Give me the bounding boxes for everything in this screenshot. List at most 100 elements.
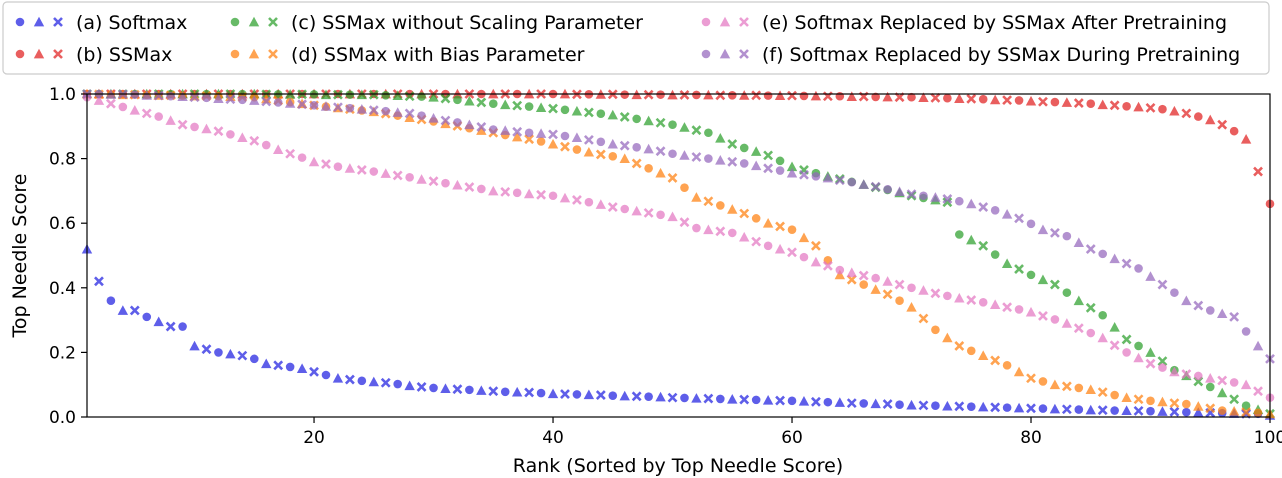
data-point bbox=[966, 402, 976, 411]
data-point bbox=[1014, 96, 1024, 105]
data-point bbox=[955, 196, 964, 206]
data-point bbox=[440, 118, 451, 129]
data-point bbox=[619, 153, 630, 164]
data-point bbox=[201, 123, 212, 134]
data-point bbox=[775, 221, 785, 232]
data-point bbox=[787, 247, 797, 258]
data-point bbox=[1037, 224, 1049, 235]
data-point bbox=[214, 348, 223, 357]
data-point bbox=[117, 305, 129, 315]
legend-marker-circle bbox=[701, 17, 711, 27]
data-point bbox=[762, 218, 774, 228]
data-point bbox=[1240, 134, 1252, 144]
data-point bbox=[1121, 392, 1132, 403]
data-point bbox=[393, 379, 402, 389]
data-point bbox=[1145, 358, 1156, 369]
data-point bbox=[823, 397, 833, 407]
legend-label: (f) Softmax Replaced by SSMax During Pre… bbox=[762, 44, 1240, 66]
data-point bbox=[249, 135, 260, 146]
data-point bbox=[1109, 340, 1120, 351]
data-point bbox=[1229, 126, 1239, 136]
data-point bbox=[822, 260, 833, 271]
data-point bbox=[691, 192, 702, 202]
data-point bbox=[548, 191, 558, 201]
data-point bbox=[488, 99, 498, 108]
data-point bbox=[727, 156, 738, 167]
data-point bbox=[655, 146, 666, 157]
data-point bbox=[1157, 406, 1168, 416]
y-tick-label: 0.0 bbox=[49, 408, 76, 428]
data-point bbox=[810, 90, 822, 101]
data-point bbox=[596, 109, 606, 119]
data-point bbox=[1194, 371, 1203, 381]
data-point bbox=[1097, 99, 1108, 110]
data-point bbox=[154, 112, 163, 121]
data-point bbox=[1181, 369, 1192, 379]
data-point bbox=[1026, 403, 1036, 414]
data-point bbox=[966, 198, 977, 209]
data-point bbox=[966, 234, 977, 245]
data-point bbox=[954, 292, 965, 303]
data-point bbox=[679, 90, 690, 100]
data-point bbox=[715, 133, 726, 143]
data-point bbox=[189, 340, 200, 351]
data-point bbox=[488, 185, 499, 196]
data-point bbox=[919, 191, 928, 201]
data-point bbox=[775, 395, 785, 406]
x-tick-label: 20 bbox=[303, 428, 325, 448]
data-point bbox=[452, 179, 463, 190]
data-point bbox=[1194, 112, 1203, 121]
data-point bbox=[273, 98, 283, 107]
data-point bbox=[428, 113, 439, 123]
data-point bbox=[1158, 104, 1167, 114]
data-point bbox=[955, 230, 964, 239]
data-point bbox=[404, 112, 415, 122]
data-point bbox=[1038, 310, 1048, 321]
data-point bbox=[810, 240, 821, 251]
data-point bbox=[1169, 105, 1180, 116]
data-point bbox=[261, 96, 272, 107]
data-point bbox=[392, 107, 403, 117]
data-point bbox=[417, 111, 426, 120]
data-point bbox=[691, 393, 702, 403]
data-point bbox=[1049, 379, 1061, 390]
data-point bbox=[739, 208, 750, 219]
data-point bbox=[978, 202, 989, 212]
data-point bbox=[954, 341, 965, 351]
data-point bbox=[1013, 366, 1025, 377]
data-point bbox=[560, 141, 570, 152]
data-point bbox=[966, 93, 977, 104]
data-point bbox=[512, 188, 522, 198]
data-point bbox=[608, 391, 618, 400]
data-point bbox=[1193, 401, 1204, 411]
data-point bbox=[1085, 404, 1096, 415]
data-point bbox=[226, 130, 235, 139]
data-point bbox=[619, 390, 630, 401]
data-point bbox=[583, 389, 595, 400]
data-point bbox=[942, 197, 953, 208]
legend-marker-triangle bbox=[248, 16, 260, 27]
data-point bbox=[1037, 274, 1049, 285]
data-point bbox=[882, 276, 893, 286]
data-point bbox=[703, 393, 714, 404]
data-point bbox=[655, 167, 666, 178]
data-point bbox=[942, 194, 953, 204]
data-point bbox=[476, 122, 487, 132]
data-point bbox=[392, 90, 403, 101]
data-point bbox=[918, 285, 929, 295]
data-point bbox=[381, 106, 391, 116]
data-point bbox=[1061, 318, 1073, 328]
data-point bbox=[1134, 341, 1143, 351]
data-point bbox=[1217, 406, 1227, 415]
data-point bbox=[1038, 96, 1048, 107]
data-point bbox=[608, 152, 618, 161]
data-point bbox=[1061, 97, 1073, 107]
data-point bbox=[524, 102, 534, 111]
data-point bbox=[691, 152, 702, 162]
data-point bbox=[345, 90, 355, 99]
data-point bbox=[739, 159, 749, 168]
data-point bbox=[632, 142, 641, 152]
data-point bbox=[751, 90, 762, 101]
data-point bbox=[859, 280, 869, 289]
